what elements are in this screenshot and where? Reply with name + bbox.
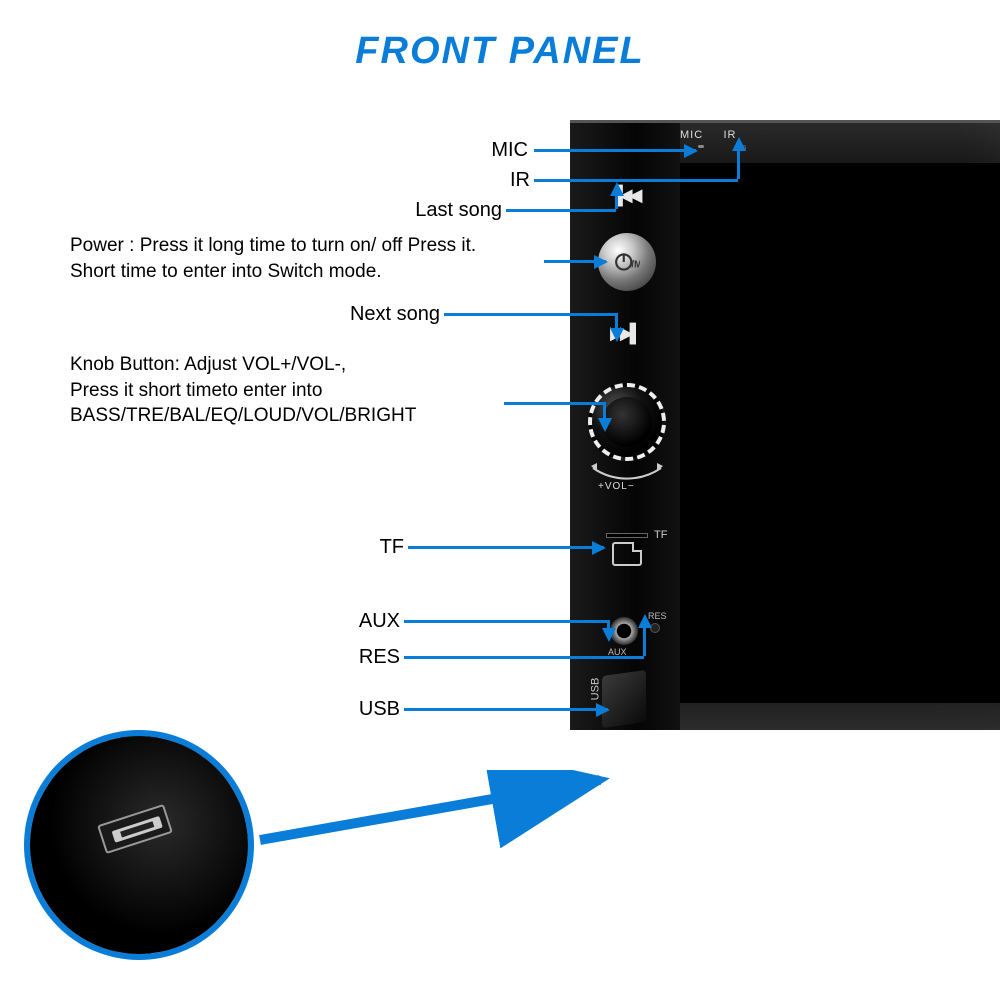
callout-label-last-song: Last song <box>392 197 502 224</box>
callout-label-knob: Knob Button: Adjust VOL+/VOL-,Press it s… <box>70 352 500 429</box>
tf-label: TF <box>654 529 667 541</box>
callout-arrowhead-res <box>638 614 652 628</box>
callout-label-power: Power : Press it long time to turn on/ o… <box>70 233 540 284</box>
volume-label: +VOL− <box>598 481 635 492</box>
callout-label-mic: MIC <box>478 137 528 164</box>
usb-detail-inset <box>24 730 254 960</box>
callout-arrowhead-next-song <box>610 328 624 342</box>
power-icon: /M <box>614 249 640 275</box>
callout-arrowhead-ir <box>732 137 746 151</box>
screen <box>680 163 1000 703</box>
callout-line-ir <box>534 179 738 182</box>
usb-label: USB <box>589 678 601 701</box>
callout-line-power <box>544 260 606 263</box>
callout-line-mic <box>534 149 696 152</box>
callout-label-ir: IR <box>504 167 530 194</box>
usb-cover[interactable] <box>602 670 646 728</box>
device-front-panel: MIC IR ▐◀◀ /M ▶▶▌ +VOL− TF AUX RES USB <box>570 120 1000 730</box>
callout-line-next-song <box>444 313 616 316</box>
callout-line-ir-v <box>737 149 740 179</box>
mic-text: MIC <box>680 129 703 141</box>
page-title: FRONT PANEL <box>0 30 1000 73</box>
mic-hole-icon <box>698 145 704 148</box>
callout-arrowhead-knob <box>598 418 612 432</box>
callout-arrowhead-last-song <box>610 182 624 196</box>
callout-line-usb <box>404 708 608 711</box>
callout-label-res: RES <box>350 644 400 671</box>
callout-label-aux: AUX <box>350 608 400 635</box>
callout-line-res-v <box>643 626 646 656</box>
callout-label-usb: USB <box>350 696 400 723</box>
callout-line-res <box>404 656 644 659</box>
tf-card-slot[interactable] <box>606 533 648 573</box>
usb-detail-bg <box>30 736 248 954</box>
callout-arrowhead-aux <box>602 628 616 642</box>
tf-card-icon <box>612 542 642 566</box>
callout-label-tf: TF <box>374 534 404 561</box>
callout-line-last-song-v <box>615 194 618 209</box>
callout-line-tf <box>408 546 604 549</box>
top-mic-ir-labels: MIC IR <box>680 129 736 141</box>
svg-text:/M: /M <box>631 259 640 270</box>
callout-line-knob <box>504 402 604 405</box>
callout-line-aux <box>404 620 608 623</box>
callout-line-last-song <box>506 209 616 212</box>
callout-label-next-song: Next song <box>330 301 440 328</box>
usb-detail-arrow <box>250 770 650 890</box>
